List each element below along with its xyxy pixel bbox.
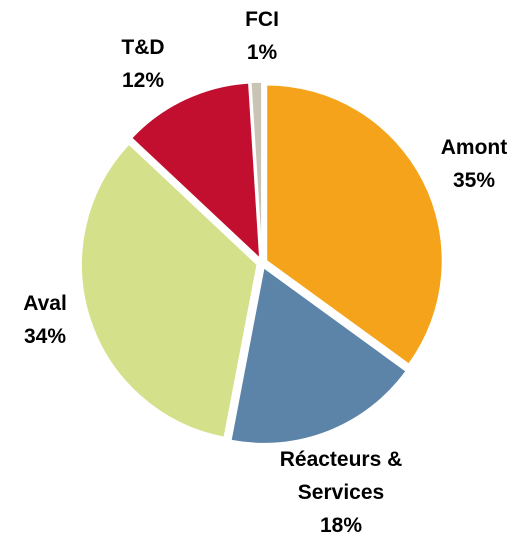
value-label: 12% bbox=[121, 69, 165, 92]
category-label: FCI bbox=[245, 8, 279, 31]
value-label: 35% bbox=[452, 169, 496, 192]
slice-label: T&D 12% bbox=[103, 31, 183, 97]
pie-slice bbox=[265, 83, 444, 366]
category-label: T&D bbox=[121, 36, 165, 59]
category-label: Réacteurs & Services bbox=[279, 448, 403, 504]
slice-label: Aval 34% bbox=[5, 287, 85, 353]
value-label: 34% bbox=[23, 325, 67, 348]
slice-label: Réacteurs & Services 18% bbox=[266, 443, 416, 538]
pie-slice bbox=[130, 82, 261, 261]
pie-slice bbox=[80, 143, 259, 439]
slice-label: Amont 35% bbox=[414, 131, 531, 197]
value-label: 1% bbox=[246, 41, 278, 64]
value-label: 18% bbox=[319, 514, 363, 537]
category-label: Aval bbox=[23, 292, 67, 315]
pie-slice bbox=[229, 266, 408, 445]
category-label: Amont bbox=[440, 136, 508, 159]
pie-slice bbox=[249, 81, 263, 259]
slice-label: FCI 1% bbox=[232, 3, 292, 69]
